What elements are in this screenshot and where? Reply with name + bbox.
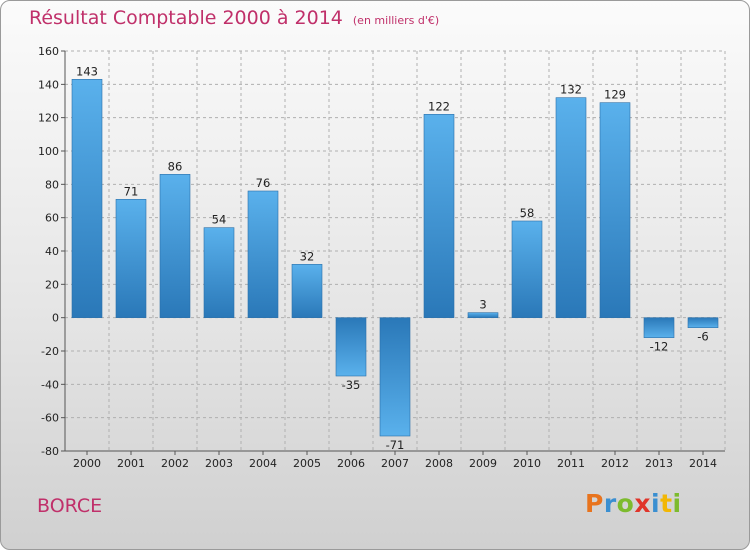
bar bbox=[115, 199, 147, 318]
chart-unit: (en milliers d'€) bbox=[352, 14, 440, 27]
y-tick-label: -80 bbox=[41, 445, 59, 458]
data-labels: 143 71 86 54 76 32 -35 -71 122 3 58 132 129 -12 -6 bbox=[76, 64, 709, 452]
chart-title: Résultat Comptable 2000 à 2014 (en millie… bbox=[29, 7, 439, 29]
x-tick-label: 2005 bbox=[293, 457, 321, 470]
y-tick-label: 160 bbox=[38, 45, 59, 58]
y-tick-label: -40 bbox=[41, 378, 59, 391]
bar bbox=[159, 174, 191, 318]
data-label: 32 bbox=[300, 249, 315, 263]
data-label: 129 bbox=[604, 88, 626, 102]
data-label: 86 bbox=[168, 159, 183, 173]
data-label: -12 bbox=[650, 340, 669, 354]
bar bbox=[687, 317, 719, 328]
x-tick-label: 2002 bbox=[161, 457, 189, 470]
y-tick-label: 60 bbox=[45, 212, 59, 225]
data-label: 132 bbox=[560, 83, 582, 97]
data-label: -35 bbox=[342, 378, 361, 392]
data-label: 3 bbox=[479, 298, 486, 312]
y-tick-label: 100 bbox=[38, 145, 59, 158]
bar bbox=[599, 102, 631, 318]
x-tick-label: 2014 bbox=[689, 457, 717, 470]
y-tick-label: 20 bbox=[45, 278, 59, 291]
bar bbox=[291, 264, 323, 318]
x-axis: 2000 2001 2002 2003 2004 2005 2006 2007 2008 2009… bbox=[65, 450, 725, 470]
y-tick-label: -60 bbox=[41, 412, 59, 425]
y-tick-label: 140 bbox=[38, 78, 59, 91]
x-tick-label: 2004 bbox=[249, 457, 277, 470]
x-tick-label: 2007 bbox=[381, 457, 409, 470]
x-tick-label: 2010 bbox=[513, 457, 541, 470]
y-tick-label: 80 bbox=[45, 178, 59, 191]
bar bbox=[467, 312, 499, 318]
data-label: 58 bbox=[520, 206, 535, 220]
x-tick-label: 2006 bbox=[337, 457, 365, 470]
bar bbox=[423, 114, 455, 318]
x-tick-label: 2012 bbox=[601, 457, 629, 470]
data-label: 71 bbox=[124, 184, 139, 198]
proxiti-logo: Proxiti bbox=[585, 489, 682, 518]
y-tick-label: 40 bbox=[45, 245, 59, 258]
chart-title-text: Résultat Comptable 2000 à 2014 bbox=[29, 7, 343, 29]
x-tick-label: 2003 bbox=[205, 457, 233, 470]
x-tick-label: 2011 bbox=[557, 457, 585, 470]
x-tick-label: 2013 bbox=[645, 457, 673, 470]
data-label: 143 bbox=[76, 64, 98, 78]
y-tick-label: 0 bbox=[52, 312, 59, 325]
logo-letter: i bbox=[651, 489, 661, 518]
logo-letter: i bbox=[672, 489, 682, 518]
bar bbox=[203, 227, 235, 318]
bar bbox=[379, 317, 411, 437]
y-tick-label: -20 bbox=[41, 345, 59, 358]
bar bbox=[71, 79, 103, 318]
x-tick-label: 2009 bbox=[469, 457, 497, 470]
logo-letter: t bbox=[660, 489, 673, 518]
logo-letter: P bbox=[585, 489, 604, 518]
data-label: -71 bbox=[386, 438, 405, 452]
logo-letter: o bbox=[616, 489, 635, 518]
logo-letter: r bbox=[603, 489, 617, 518]
y-axis: -80 -60 -40 -20 0 20 40 60 80 100 120 140 160 bbox=[38, 45, 66, 458]
bar bbox=[335, 317, 367, 377]
bar bbox=[511, 220, 543, 318]
data-label: -6 bbox=[697, 330, 708, 344]
data-label: 76 bbox=[256, 176, 271, 190]
logo-letter: x bbox=[634, 489, 651, 518]
bars bbox=[71, 79, 719, 437]
x-tick-label: 2000 bbox=[73, 457, 101, 470]
y-tick-label: 120 bbox=[38, 112, 59, 125]
bar bbox=[247, 190, 279, 318]
data-label: 54 bbox=[212, 213, 227, 227]
x-tick-label: 2008 bbox=[425, 457, 453, 470]
x-tick-label: 2001 bbox=[117, 457, 145, 470]
data-label: 122 bbox=[428, 99, 450, 113]
bar bbox=[643, 317, 675, 338]
bar bbox=[555, 97, 587, 318]
commune-name: BORCE bbox=[37, 495, 103, 517]
